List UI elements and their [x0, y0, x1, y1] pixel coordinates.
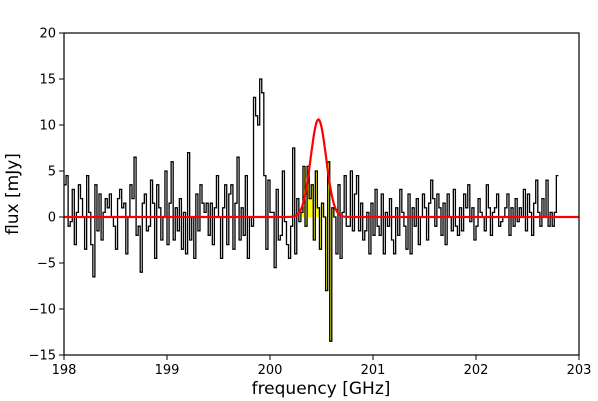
line-gaussian-fit	[64, 118, 579, 219]
y-tick-label: −5	[37, 257, 56, 272]
x-axis-label: frequency [GHz]	[252, 379, 391, 399]
line-fill-region	[300, 161, 334, 342]
x-tick-label: 200	[258, 363, 283, 378]
x-tick-label: 199	[155, 363, 180, 378]
y-axis: −15 −10 −5 0 5 10 15 20	[29, 27, 64, 364]
y-tick-label: 0	[48, 211, 56, 226]
flux-step-series	[64, 78, 559, 342]
plot-frame	[63, 32, 580, 356]
y-tick-label: −15	[29, 349, 56, 364]
y-tick-label: 20	[39, 27, 56, 42]
y-axis-label: flux [mJy]	[3, 153, 23, 235]
gaussian-fit-series	[64, 118, 579, 219]
line-flux-step	[64, 78, 559, 342]
x-tick-label: 203	[567, 363, 592, 378]
x-tick-label: 202	[464, 363, 489, 378]
x-tick-label: 198	[52, 363, 77, 378]
y-tick-label: 10	[39, 119, 56, 134]
y-tick-label: 15	[39, 73, 56, 88]
y-tick-label: 5	[48, 165, 56, 180]
y-tick-label: −10	[29, 303, 56, 318]
x-tick-label: 201	[361, 363, 386, 378]
line-fill-area	[300, 161, 334, 342]
x-axis: 198 199 200 201 202 203	[52, 355, 592, 378]
